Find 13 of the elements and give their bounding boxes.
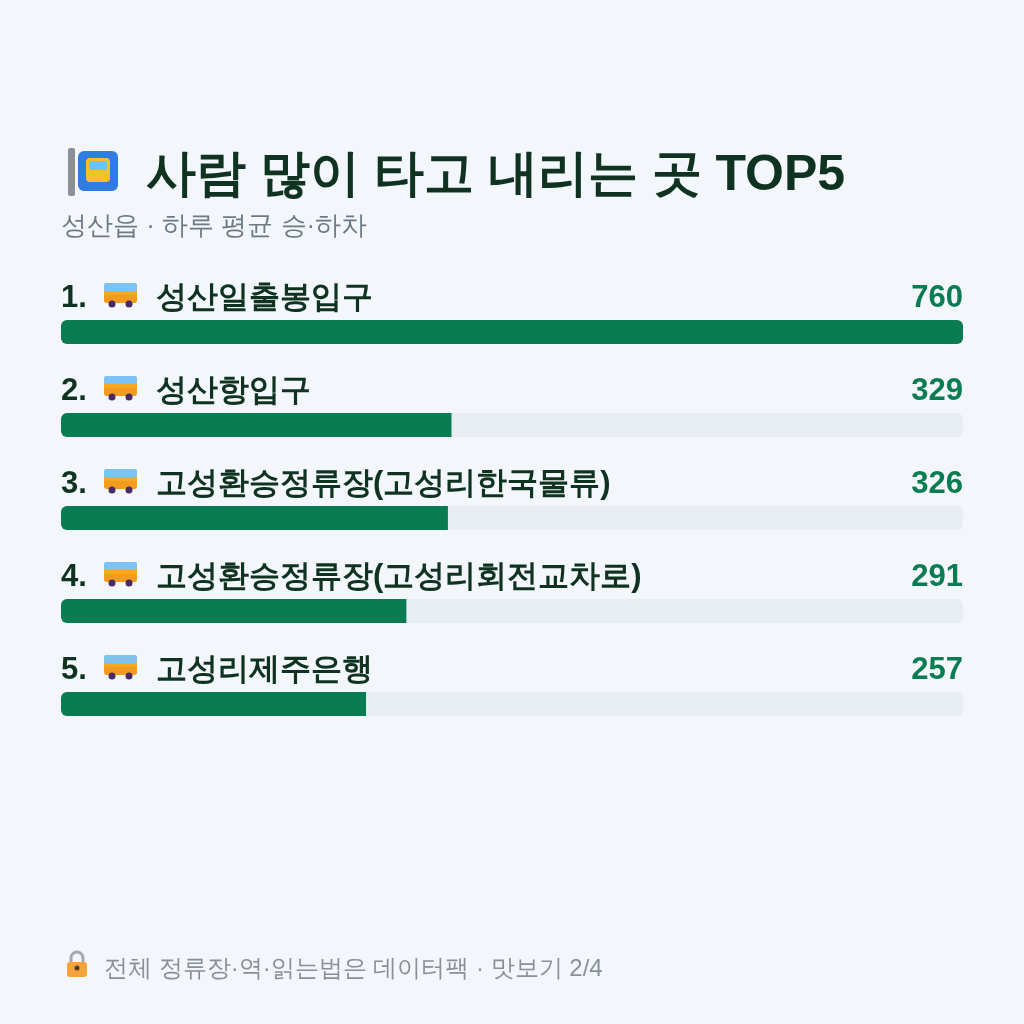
category-label: 3. 고성환승정류장(고성리한국물류): [61, 465, 611, 500]
data-label: 291: [911, 558, 963, 593]
category-label: 1. 성산일출봉입구: [61, 279, 373, 314]
data-label: 760: [911, 279, 963, 314]
chart-title: 사람 많이 타고 내리는 곳 TOP5: [146, 145, 846, 201]
data-label: 326: [911, 465, 963, 500]
category-label: 4. 고성환승정류장(고성리회전교차로): [61, 558, 642, 593]
chart-subtitle: 성산읍 · 하루 평균 승·하차: [61, 210, 368, 240]
text: 전체 정류장·역·읽는법은 데이터팩 · 맛보기 2/4: [104, 954, 603, 981]
category-label: 2. 성산항입구: [61, 372, 311, 407]
data-label: 257: [911, 651, 963, 686]
category-label: 5. 고성리제주은행: [61, 651, 373, 686]
data-label: 329: [911, 372, 963, 407]
